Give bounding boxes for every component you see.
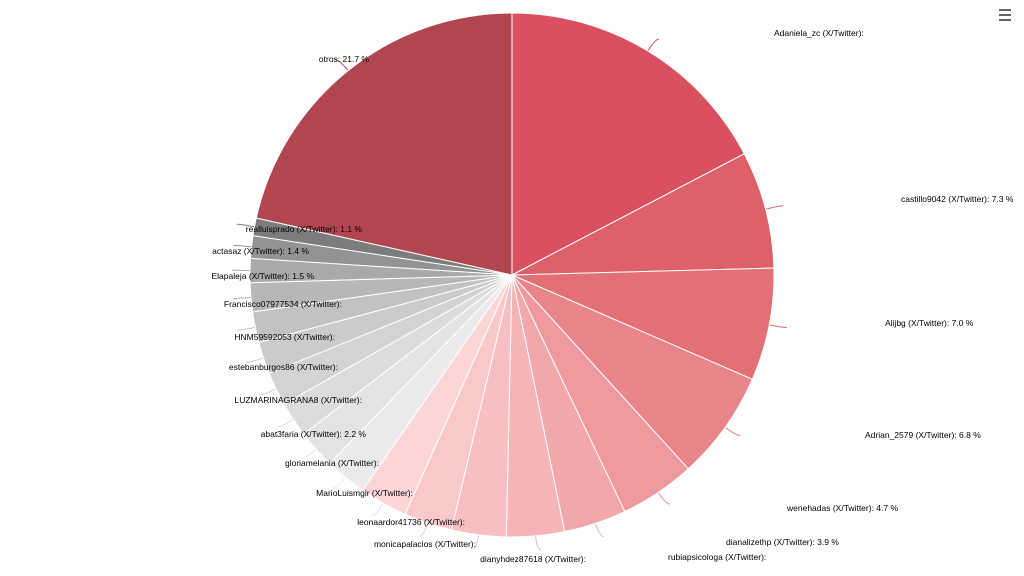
pie-slice[interactable] xyxy=(511,153,775,276)
slice-label: Adaniela_zc (X/Twitter): xyxy=(774,28,864,38)
slice-connector xyxy=(236,223,257,228)
slice-label: MarioLuismgir (X/Twitter): xyxy=(316,488,413,498)
slice-connector xyxy=(472,532,480,550)
slice-label: dianalizethp (X/Twitter): 3.9 % xyxy=(726,537,839,547)
slice-connector xyxy=(237,326,258,331)
slice-connector xyxy=(232,296,254,300)
slice-label: dianyhdez87618 (X/Twitter): xyxy=(480,554,586,564)
pie-slice[interactable] xyxy=(511,267,775,380)
slice-label: Adrian_2579 (X/Twitter): 6.8 % xyxy=(865,430,981,440)
slice-connector xyxy=(656,490,670,505)
slice-label: otros: 21.7 % xyxy=(319,54,370,64)
slice-connector xyxy=(277,417,296,428)
slice-connector xyxy=(259,387,279,396)
slice-connector xyxy=(419,521,429,537)
labels-layer: Adaniela_zc (X/Twitter): castillo9042 (X/… xyxy=(211,28,1013,564)
slice-label: realluisprado (X/Twitter): 1.1 % xyxy=(246,224,363,234)
slice-connector xyxy=(646,38,660,53)
slice-label: abat3faria (X/Twitter): 2.2 % xyxy=(261,429,367,439)
slice-connector xyxy=(301,447,319,459)
slice-label: Alijbg (X/Twitter): 7.0 % xyxy=(885,318,974,328)
slice-connector xyxy=(332,475,348,489)
slice-label: castillo9042 (X/Twitter): 7.3 % xyxy=(901,194,1014,204)
slice-label: HNM59592053 (X/Twitter): xyxy=(234,332,335,342)
slice-label: LUZMARINAGRANA8 (X/Twitter): xyxy=(234,395,362,405)
slice-label: rubiapsicologa (X/Twitter): xyxy=(668,552,766,562)
slice-connector xyxy=(594,521,604,538)
slice-label: actasaz (X/Twitter): 1.4 % xyxy=(212,246,309,256)
slice-connector xyxy=(335,59,350,73)
slice-connector xyxy=(767,324,788,328)
slice-connector xyxy=(233,244,254,248)
pie-slice[interactable] xyxy=(255,12,513,276)
slice-connector xyxy=(763,205,784,211)
slice-label: monicapalacios (X/Twitter): xyxy=(374,539,476,549)
slice-connector xyxy=(372,501,385,516)
pie-slice[interactable] xyxy=(511,274,753,470)
slice-label: Francisco07977534 (X/Twitter): xyxy=(224,299,342,309)
slice-connector xyxy=(246,356,266,363)
slice-label: estebanburgos86 (X/Twitter): xyxy=(229,362,338,372)
slice-connector xyxy=(723,425,741,437)
slice-label: leonaardor41736 (X/Twitter): xyxy=(357,517,465,527)
slice-label: Elapaleja (X/Twitter): 1.5 % xyxy=(211,271,314,281)
slice-label: wenehadas (X/Twitter): 4.7 % xyxy=(786,503,898,513)
pie-slice[interactable] xyxy=(511,12,745,276)
hamburger-menu-icon[interactable] xyxy=(996,6,1014,24)
slices-layer xyxy=(249,12,775,538)
slice-label: gloriamelania (X/Twitter): xyxy=(285,458,379,468)
